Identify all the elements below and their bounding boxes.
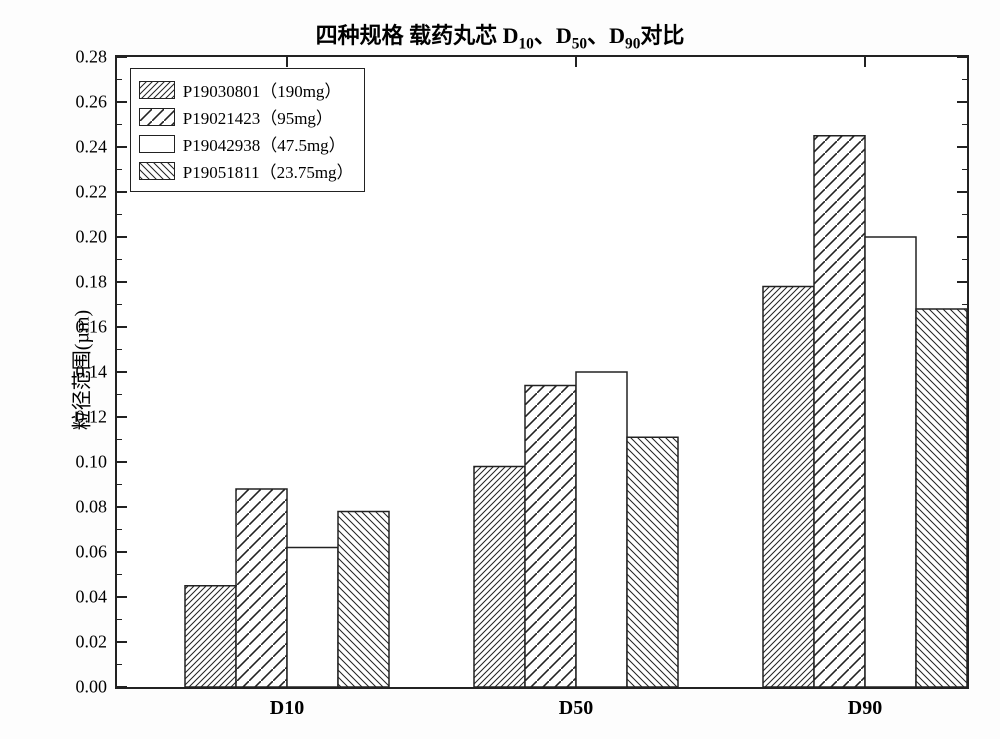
title-seg-6: 对比 — [640, 23, 684, 48]
xtick-label: D10 — [270, 687, 304, 720]
bar — [763, 287, 814, 688]
bar — [338, 512, 389, 688]
ytick-label: 0.08 — [76, 497, 118, 518]
ytick-label: 0.24 — [76, 137, 118, 158]
bar — [627, 437, 678, 687]
bar — [576, 372, 627, 687]
legend-row: P19051811（23.75mg） — [139, 158, 354, 183]
chart-title: 四种规格 载药丸芯 D10、D50、D90对比 — [0, 18, 1000, 53]
title-sub-3: 50 — [572, 35, 587, 52]
legend-label: P19030801（190mg） — [183, 77, 342, 102]
ytick-label: 0.10 — [76, 452, 118, 473]
ytick-label: 0.16 — [76, 317, 118, 338]
legend: P19030801（190mg）P19021423（95mg）P19042938… — [130, 68, 365, 192]
bar — [185, 586, 236, 687]
legend-label: P19021423（95mg） — [183, 104, 333, 129]
title-sub-1: 10 — [518, 35, 533, 52]
xtick-label: D50 — [559, 687, 593, 720]
xtick-label: D90 — [848, 687, 882, 720]
ytick-label: 0.14 — [76, 362, 118, 383]
bar — [236, 489, 287, 687]
chart-container: 四种规格 载药丸芯 D10、D50、D90对比 粒径范围(µm) 0.000.0… — [0, 0, 1000, 739]
ytick-label: 0.20 — [76, 227, 118, 248]
ytick-label: 0.06 — [76, 542, 118, 563]
bar — [865, 237, 916, 687]
ytick-label: 0.22 — [76, 182, 118, 203]
ytick-label: 0.04 — [76, 587, 118, 608]
legend-row: P19030801（190mg） — [139, 77, 354, 102]
ytick-label: 0.02 — [76, 632, 118, 653]
legend-row: P19042938（47.5mg） — [139, 131, 354, 156]
bar — [814, 136, 865, 687]
ytick-label: 0.28 — [76, 47, 118, 68]
legend-label: P19051811（23.75mg） — [183, 158, 354, 183]
plot-area: 0.000.020.040.060.080.100.120.140.160.18… — [115, 55, 969, 689]
legend-swatch — [139, 108, 175, 126]
title-sub-5: 90 — [625, 35, 640, 52]
bar — [287, 548, 338, 688]
bar — [525, 386, 576, 688]
legend-swatch — [139, 162, 175, 180]
title-seg-4: 、D — [587, 23, 625, 48]
ytick-label: 0.26 — [76, 92, 118, 113]
legend-swatch — [139, 135, 175, 153]
bar — [474, 467, 525, 688]
title-seg-2: 、D — [534, 23, 572, 48]
legend-row: P19021423（95mg） — [139, 104, 354, 129]
ytick-label: 0.18 — [76, 272, 118, 293]
legend-label: P19042938（47.5mg） — [183, 131, 346, 156]
bar — [916, 309, 967, 687]
ytick-label: 0.12 — [76, 407, 118, 428]
legend-swatch — [139, 81, 175, 99]
ytick-label: 0.00 — [76, 677, 118, 698]
title-seg-0: 四种规格 载药丸芯 D — [316, 23, 519, 48]
